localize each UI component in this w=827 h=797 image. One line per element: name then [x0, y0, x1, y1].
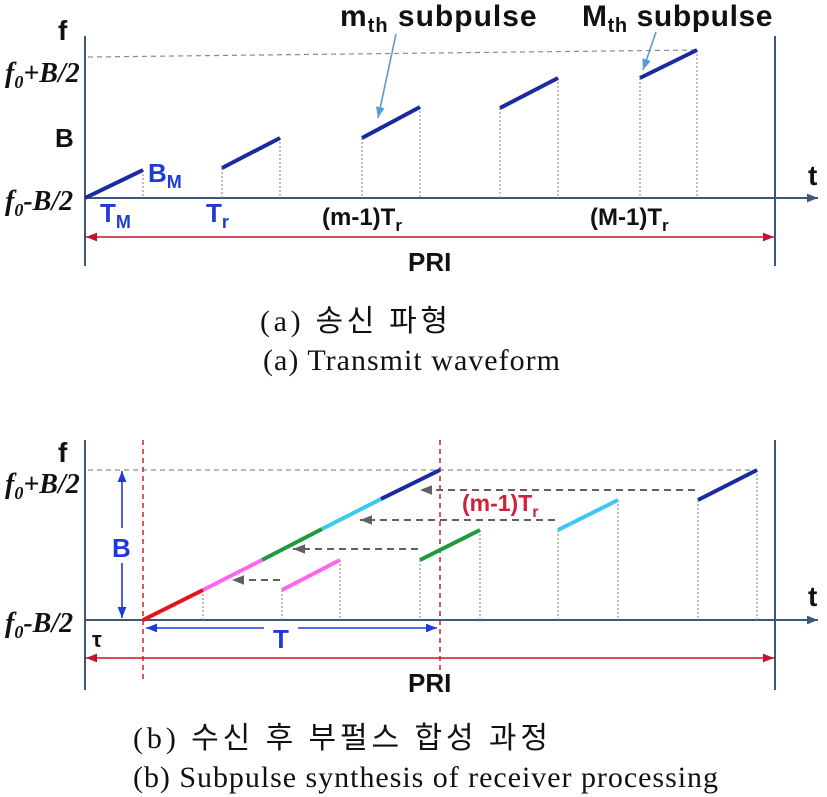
m-th-base: m: [340, 0, 368, 33]
f-high-sub: 0: [14, 483, 23, 503]
panel-a-f-low-label: f0-B/2: [5, 186, 73, 220]
panel-b-caption-english: (b) Subpulse synthesis of receiver proce…: [133, 761, 718, 794]
subpulse-bandwidth-label: BM: [148, 158, 182, 192]
f-low-sub: 0: [14, 622, 23, 642]
panel-a-caption-english: (a) Transmit waveform: [263, 344, 560, 377]
panel-a-f-high-label: f0+B/2: [5, 58, 80, 92]
f-high-base: f: [5, 469, 17, 500]
panel-a-transmit-waveform: f t f0+B/2 B f0-B/2 mth subpulse Mth sub…: [5, 0, 818, 377]
m-th-subpulse-label: mth subpulse: [340, 0, 538, 37]
M-offset-base: (M-1)T: [590, 204, 662, 231]
panel-b-f-low-label: f0-B/2: [5, 608, 73, 642]
shift-sub: r: [532, 504, 538, 521]
f-low-rest: -B/2: [23, 186, 73, 217]
M-th-rest: subpulse: [628, 0, 773, 33]
synthesized-segment-light-blue: [321, 497, 382, 531]
M-th-sub: th: [608, 15, 628, 37]
f-high-sub: 0: [14, 72, 23, 92]
synthesized-segment-magenta: [202, 558, 263, 592]
subpulse-m: [361, 105, 421, 140]
f-low-base: f: [5, 608, 17, 639]
subpulse-2: [221, 136, 281, 170]
M-th-base: M: [582, 0, 608, 33]
subpulse-M: [639, 48, 698, 80]
synthesized-segment-green: [261, 527, 323, 562]
panel-b-caption-korean: (b) 수신 후 부펄스 합성 과정: [133, 722, 548, 755]
f-low-rest: -B/2: [23, 608, 73, 639]
panel-a-max-frequency-guide: [87, 49, 696, 58]
f-high-base: f: [5, 58, 17, 89]
m-offset-label: (m-1)Tr: [322, 204, 402, 235]
time-shift-label: (m-1)Tr: [462, 490, 539, 521]
f-low-base: f: [5, 186, 17, 217]
tm-base: T: [100, 198, 116, 228]
synthesized-segment-red: [142, 588, 204, 622]
tr-base: T: [206, 198, 222, 228]
m-th-rest: subpulse: [389, 0, 538, 33]
panel-b-bandwidth-label: B: [112, 533, 131, 563]
tau-label: τ: [92, 627, 102, 652]
repetition-interval-label: Tr: [206, 198, 229, 232]
panel-b-pri-label: PRI: [408, 668, 451, 698]
f-high-rest: +B/2: [23, 58, 79, 89]
panel-a-pri-label: PRI: [408, 247, 451, 277]
subpulse-1: [84, 168, 144, 200]
tm-sub: M: [116, 212, 131, 232]
panel-a-f-axis-label: f: [58, 15, 68, 46]
M-offset-label: (M-1)Tr: [590, 204, 669, 235]
m-th-callout-arrow: [376, 33, 397, 119]
panel-b-subpulse-synthesis: f t f0+B/2 f0-B/2 B τ T (m-1)Tr PRI (b) …: [5, 437, 818, 794]
bm-sub: M: [167, 172, 182, 192]
M-th-callout-arrow: [642, 31, 657, 71]
panel-a-bandwidth-label: B: [55, 123, 74, 153]
received-subpulse-light-blue: [557, 498, 619, 532]
panel-b-t-axis-label: t: [808, 581, 817, 612]
panel-a-caption-korean: (a) 송신 파형: [260, 305, 448, 338]
received-subpulse-magenta: [281, 558, 341, 592]
subpulse-4: [499, 76, 559, 110]
f-high-rest: +B/2: [23, 469, 79, 500]
subpulse-width-label: TM: [100, 198, 131, 232]
synthesis-duration-label: T: [273, 624, 289, 654]
received-subpulse-green: [419, 528, 481, 562]
received-subpulse-dark-blue: [697, 468, 758, 502]
m-offset-base: (m-1)T: [322, 204, 396, 231]
shift-base: (m-1)T: [462, 490, 532, 516]
synthesized-segment-dark-blue: [380, 468, 441, 501]
bm-base: B: [148, 158, 167, 188]
M-th-subpulse-label: Mth subpulse: [582, 0, 773, 37]
panel-a-t-axis-label: t: [808, 160, 817, 191]
m-th-sub: th: [368, 15, 389, 37]
tr-sub: r: [222, 212, 229, 232]
panel-b-f-high-label: f0+B/2: [5, 469, 80, 503]
m-offset-sub: r: [395, 216, 402, 235]
f-low-sub: 0: [14, 200, 23, 220]
M-offset-sub: r: [662, 216, 669, 235]
panel-b-f-axis-label: f: [58, 437, 68, 468]
